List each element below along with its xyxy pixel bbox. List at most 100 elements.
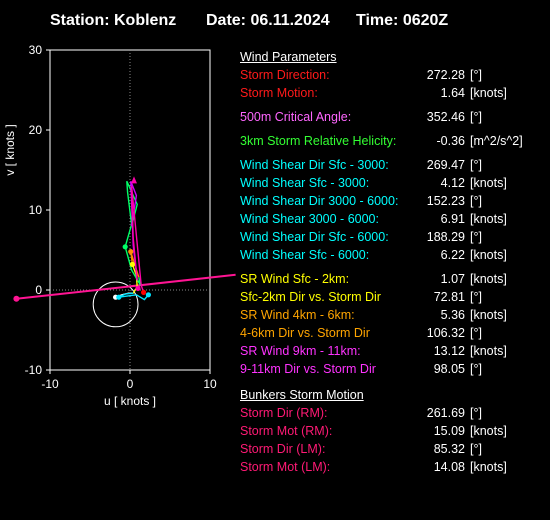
parameter-unit: [knots] xyxy=(470,424,507,438)
parameter-value: 1.07 xyxy=(440,272,465,286)
hodograph-trace xyxy=(130,185,145,293)
parameter-value: 4.12 xyxy=(440,176,465,190)
hodograph-point xyxy=(135,285,141,291)
section-title: Wind Parameters xyxy=(240,50,337,64)
parameter-row: Wind Shear Dir Sfc - 3000: 269.47 [°] xyxy=(240,156,545,174)
parameter-row: 9-11km Dir vs. Storm Dir 98.05 [°] xyxy=(240,360,545,378)
hodograph-point xyxy=(116,294,122,300)
parameter-unit: [knots] xyxy=(470,176,507,190)
x-axis-label: u [ knots ] xyxy=(104,394,156,408)
parameter-value: 152.23 xyxy=(426,194,465,208)
y-tick-label: 20 xyxy=(29,123,43,137)
parameter-label: 9-11km Dir vs. Storm Dir xyxy=(240,362,376,376)
parameter-value: 15.09 xyxy=(433,424,465,438)
parameter-row: SR Wind Sfc - 2km: 1.07 [knots] xyxy=(240,270,545,288)
parameter-value: 13.12 xyxy=(433,344,465,358)
x-tick-label: -10 xyxy=(41,377,59,391)
hodograph-point xyxy=(145,292,151,298)
parameter-row: Storm Mot (RM): 15.09 [knots] xyxy=(240,422,545,440)
parameter-label: Wind Shear Sfc - 3000: xyxy=(240,176,370,190)
parameter-row: 3km Storm Relative Helicity: -0.36 [m^2/s^… xyxy=(240,132,545,150)
parameter-row: SR Wind 4km - 6km: 5.36 [knots] xyxy=(240,306,545,324)
hodograph-chart: -10 0 10 20 30 -10 0 10 u [ knots ] v [ knots ] xyxy=(3,43,236,408)
parameter-label: Storm Dir (RM): xyxy=(240,406,328,420)
parameter-label: 3km Storm Relative Helicity: xyxy=(240,134,397,148)
parameter-row: SR Wind 9km - 11km: 13.12 [knots] xyxy=(240,342,545,360)
parameter-value: 6.22 xyxy=(440,248,465,262)
parameter-row: 500m Critical Angle: 352.46 [°] xyxy=(240,108,545,126)
y-tick-label: -10 xyxy=(25,363,43,377)
parameter-row: Wind Shear Dir Sfc - 6000: 188.29 [°] xyxy=(240,228,545,246)
parameter-value: 85.32 xyxy=(433,442,465,456)
y-tick-label: 0 xyxy=(35,283,42,297)
x-tick-label: 0 xyxy=(127,377,134,391)
section-title: Bunkers Storm Motion xyxy=(240,388,364,402)
parameter-row: Wind Shear Sfc - 6000: 6.22 [knots] xyxy=(240,246,545,264)
parameters-panel: Wind Parameters Storm Direction: 272.28 [°]… xyxy=(240,48,545,476)
parameter-unit: [knots] xyxy=(470,272,507,286)
parameter-unit: [°] xyxy=(470,326,482,340)
parameter-unit: [°] xyxy=(470,194,482,208)
hodograph-trace xyxy=(131,264,138,294)
parameter-value: 6.91 xyxy=(440,212,465,226)
parameter-label: Sfc-2km Dir vs. Storm Dir xyxy=(240,290,381,304)
parameter-value: 272.28 xyxy=(426,68,465,82)
parameter-value: 5.36 xyxy=(440,308,465,322)
hodograph-point xyxy=(122,244,128,250)
parameter-value: -0.36 xyxy=(436,134,466,148)
parameter-unit: [knots] xyxy=(470,86,507,100)
parameter-value: 261.69 xyxy=(426,406,465,420)
hodograph-trace xyxy=(118,292,149,301)
hodograph-point xyxy=(141,289,147,295)
parameter-row: Storm Motion: 1.64 [knots] xyxy=(240,84,545,102)
parameter-unit: [°] xyxy=(470,290,482,304)
parameter-unit: [°] xyxy=(470,230,482,244)
parameter-label: Wind Shear Dir Sfc - 6000: xyxy=(240,230,389,244)
parameter-row: Wind Shear 3000 - 6000: 6.91 [knots] xyxy=(240,210,545,228)
parameter-label: Storm Mot (LM): xyxy=(240,460,331,474)
parameter-label: SR Wind Sfc - 2km: xyxy=(240,272,350,286)
parameter-label: 500m Critical Angle: xyxy=(240,110,352,124)
parameter-label: SR Wind 4km - 6km: xyxy=(240,308,355,322)
parameter-row: Storm Direction: 272.28 [°] xyxy=(240,66,545,84)
y-tick-label: 10 xyxy=(29,203,43,217)
y-tick-label: 30 xyxy=(29,43,43,57)
parameter-unit: [knots] xyxy=(470,248,507,262)
critical-angle-circle xyxy=(92,281,139,328)
parameter-label: Storm Direction: xyxy=(240,68,330,82)
hodograph-point xyxy=(128,249,134,255)
parameter-row: Storm Dir (LM): 85.32 [°] xyxy=(240,440,545,458)
parameter-row: Wind Shear Sfc - 3000: 4.12 [knots] xyxy=(240,174,545,192)
parameter-row: Wind Shear Dir 3000 - 6000: 152.23 [°] xyxy=(240,192,545,210)
time-label: Time: 0620Z xyxy=(356,12,449,29)
parameter-value: 14.08 xyxy=(433,460,465,474)
y-axis-label: v [ knots ] xyxy=(3,124,17,175)
header: Station: Koblenz Date: 06.11.2024 Time: … xyxy=(0,12,550,34)
storm-motion-endpoint xyxy=(13,295,20,302)
parameter-unit: [m^2/s^2] xyxy=(470,134,523,148)
parameter-row: 4-6km Dir vs. Storm Dir 106.32 [°] xyxy=(240,324,545,342)
storm-motion-line xyxy=(16,273,236,300)
parameter-label: Storm Motion: xyxy=(240,86,318,100)
parameter-unit: [knots] xyxy=(470,344,507,358)
date-label: Date: 06.11.2024 xyxy=(206,12,330,29)
parameter-unit: [°] xyxy=(470,68,482,82)
parameter-unit: [°] xyxy=(470,442,482,456)
parameter-value: 98.05 xyxy=(433,362,465,376)
parameter-unit: [knots] xyxy=(470,460,507,474)
parameter-label: 4-6km Dir vs. Storm Dir xyxy=(240,326,370,340)
parameter-unit: [knots] xyxy=(470,308,507,322)
parameter-unit: [knots] xyxy=(470,212,507,226)
parameter-unit: [°] xyxy=(470,158,482,172)
parameter-value: 72.81 xyxy=(433,290,465,304)
parameter-label: Wind Shear 3000 - 6000: xyxy=(240,212,379,226)
station-label: Station: Koblenz xyxy=(50,12,177,29)
hodograph-arrowhead xyxy=(131,176,137,184)
parameter-value: 106.32 xyxy=(426,326,465,340)
x-tick-label: 10 xyxy=(203,377,217,391)
parameter-value: 269.47 xyxy=(426,158,465,172)
parameter-label: Wind Shear Dir Sfc - 3000: xyxy=(240,158,389,172)
parameter-value: 188.29 xyxy=(426,230,465,244)
parameter-unit: [°] xyxy=(470,362,482,376)
parameter-row: Storm Dir (RM): 261.69 [°] xyxy=(240,404,545,422)
